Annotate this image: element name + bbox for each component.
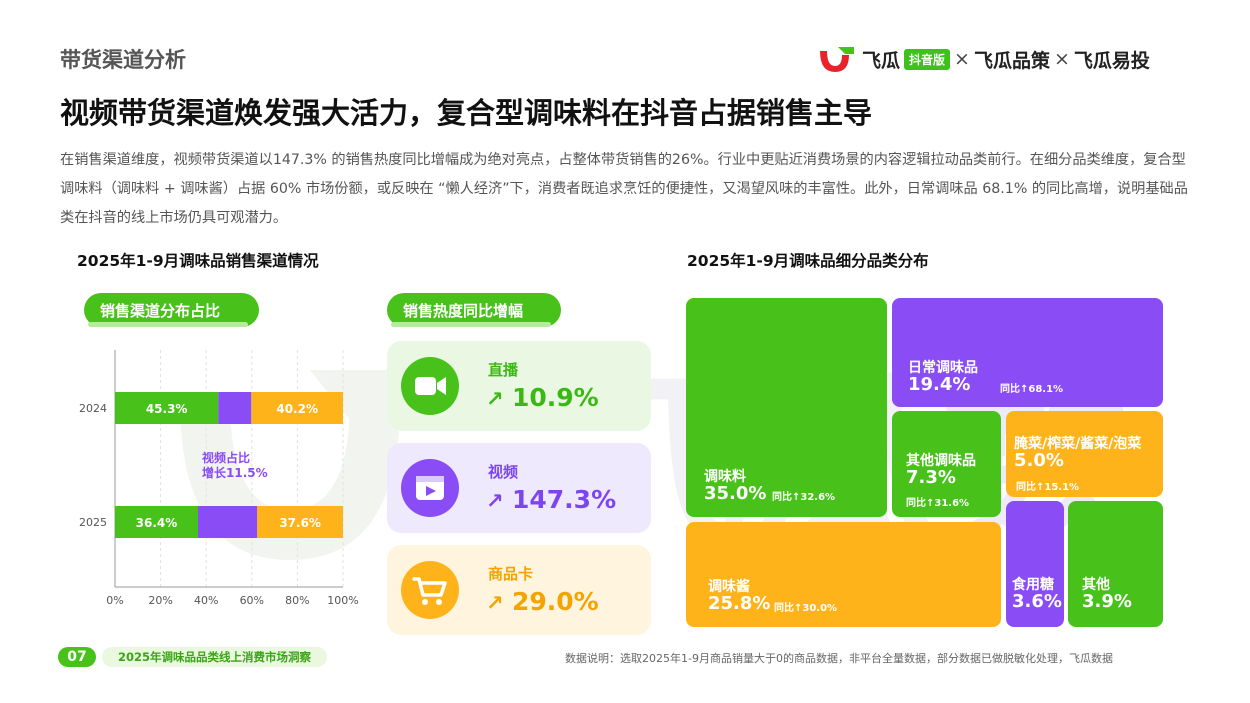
- page-title: 视频带货渠道焕发强大活力，复合型调味料在抖音占据销售主导: [60, 96, 873, 130]
- growth-arrow: ↗: [486, 489, 504, 513]
- tile-name: 其他调味品: [906, 453, 976, 469]
- x-tick-label: 40%: [194, 594, 218, 607]
- brand-separator: ×: [954, 48, 970, 70]
- growth-card-live: 直播 ↗ 10.9%: [387, 341, 651, 431]
- tile-growth: 同比↑68.1%: [1000, 384, 1064, 395]
- tile-share: 19.4%: [908, 374, 971, 395]
- note-line-1: 视频占比: [202, 451, 251, 465]
- channel-chart-title: 2025年1-9月调味品销售渠道情况: [77, 252, 319, 270]
- pill-channel-growth: 销售热度同比增幅: [387, 293, 561, 327]
- growth-value: 29.0%: [512, 587, 599, 616]
- y-tick-label: 2024: [79, 402, 107, 415]
- bar-value-label: 40.2%: [276, 402, 318, 416]
- treemap-tile-sauce: 调味酱 25.8% 同比↑30.0%: [686, 522, 1001, 627]
- tile-growth: 同比↑32.6%: [772, 492, 836, 503]
- tile-share: 5.0%: [1014, 450, 1064, 471]
- tile-name: 腌菜/榨菜/酱菜/泡菜: [1014, 436, 1142, 452]
- brand-bar: 飞瓜 抖音版 × 飞瓜品策 × 飞瓜易投: [818, 44, 1150, 74]
- data-source-note: 数据说明：选取2025年1-9月商品销量大于0的商品数据，非平台全量数据，部分数…: [565, 652, 1113, 665]
- video-camera-icon: [401, 357, 459, 415]
- growth-name: 直播: [488, 361, 519, 379]
- intro-paragraph: 在销售渠道维度，视频带货渠道以147.3% 的销售热度同比增幅成为绝对亮点，占整…: [60, 152, 1188, 226]
- treemap-tile-other-seasoning: 其他调味品 7.3% 同比↑31.6%: [892, 411, 1001, 517]
- tile-name: 其他: [1082, 577, 1110, 593]
- growth-name: 商品卡: [488, 565, 534, 583]
- y-tick-label: 2025: [79, 516, 107, 529]
- x-tick-label: 80%: [285, 594, 309, 607]
- bar-segment: [115, 392, 219, 424]
- tile-growth: 同比↑30.0%: [774, 603, 838, 614]
- x-tick-label: 60%: [240, 594, 264, 607]
- tile-share: 3.9%: [1082, 591, 1132, 612]
- shopping-cart-icon: [401, 561, 459, 619]
- treemap-tile-other: 其他 3.9%: [1068, 501, 1163, 627]
- page-number: 07: [58, 647, 96, 667]
- bar-segment: [251, 392, 343, 424]
- x-tick-label: 0%: [106, 594, 123, 607]
- tile-share: 3.6%: [1012, 591, 1062, 612]
- channel-share-stacked-bar-chart: 0% 20% 40% 60% 80% 100% 2024 45.3% 40.2% 2025 36.4…: [79, 350, 359, 607]
- treemap-tile-pickles: 腌菜/榨菜/酱菜/泡菜 5.0% 同比↑15.1%: [1006, 411, 1163, 497]
- tile-share: 7.3%: [906, 467, 956, 488]
- growth-card-product-card: 商品卡 ↗ 29.0%: [387, 545, 651, 635]
- report-title: 2025年调味品品类线上消费市场洞察: [102, 647, 328, 667]
- brand-badge: 抖音版: [904, 48, 951, 70]
- tile-share: 35.0%: [704, 483, 767, 504]
- bar-segment: [197, 506, 258, 538]
- bar-value-label: 37.6%: [279, 516, 321, 530]
- treemap-tile-sugar: 食用糖 3.6%: [1006, 501, 1064, 627]
- growth-card-video: 视频 ↗ 147.3%: [387, 443, 651, 533]
- growth-value: 10.9%: [512, 383, 599, 412]
- brand-separator: ×: [1053, 48, 1070, 70]
- brand-name-pince: 飞瓜品策: [973, 49, 1050, 72]
- treemap-tile-daily-seasoning: 日常调味品 19.4% 同比↑68.1%: [892, 298, 1163, 407]
- video-share-note: 视频占比 增长11.5%: [202, 451, 268, 481]
- film-icon: [401, 459, 459, 517]
- growth-arrow: ↗: [486, 387, 504, 411]
- tile-growth: 同比↑31.6%: [906, 498, 970, 509]
- bar-value-label: 45.3%: [146, 402, 188, 416]
- section-label: 带货渠道分析: [60, 48, 186, 72]
- tile-name: 调味酱: [708, 579, 750, 595]
- note-line-2: 增长11.5%: [202, 466, 268, 480]
- pill-channel-share: 销售渠道分布占比: [84, 293, 259, 327]
- x-tick-label: 100%: [327, 594, 358, 607]
- growth-name: 视频: [488, 463, 519, 481]
- tile-name: 食用糖: [1012, 577, 1054, 593]
- tile-name: 调味料: [704, 469, 746, 485]
- tile-name: 日常调味品: [908, 360, 978, 376]
- brand-name-yitou: 飞瓜易投: [1073, 49, 1150, 72]
- tile-share: 25.8%: [708, 593, 771, 614]
- growth-value: 147.3%: [512, 485, 617, 514]
- growth-arrow: ↗: [486, 591, 504, 615]
- treemap-tile-seasoning: 调味料 35.0% 同比↑32.6%: [686, 298, 887, 517]
- bar-segment: [257, 506, 343, 538]
- x-tick-label: 20%: [148, 594, 172, 607]
- feigua-logo-icon: [820, 47, 854, 72]
- bar-value-label: 36.4%: [136, 516, 178, 530]
- category-chart-title: 2025年1-9月调味品细分品类分布: [687, 252, 929, 270]
- brand-name-feigua: 飞瓜: [862, 49, 901, 72]
- bar-segment: [115, 506, 198, 538]
- bar-segment: [218, 392, 252, 424]
- tile-growth: 同比↑15.1%: [1016, 482, 1080, 493]
